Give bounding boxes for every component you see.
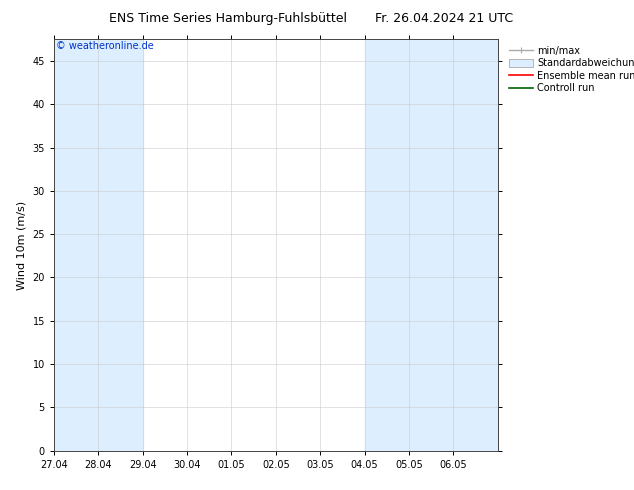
Y-axis label: Wind 10m (m/s): Wind 10m (m/s) [17,200,27,290]
Bar [54,39,98,451]
Bar [453,39,498,451]
Bar [409,39,453,451]
Text: ENS Time Series Hamburg-Fuhlsbüttel: ENS Time Series Hamburg-Fuhlsbüttel [109,12,347,25]
Text: Fr. 26.04.2024 21 UTC: Fr. 26.04.2024 21 UTC [375,12,513,25]
Legend: min/max, Standardabweichung, Ensemble mean run, Controll run: min/max, Standardabweichung, Ensemble me… [507,44,634,95]
Bar [365,39,409,451]
Bar [98,39,143,451]
Text: © weatheronline.de: © weatheronline.de [56,41,154,51]
